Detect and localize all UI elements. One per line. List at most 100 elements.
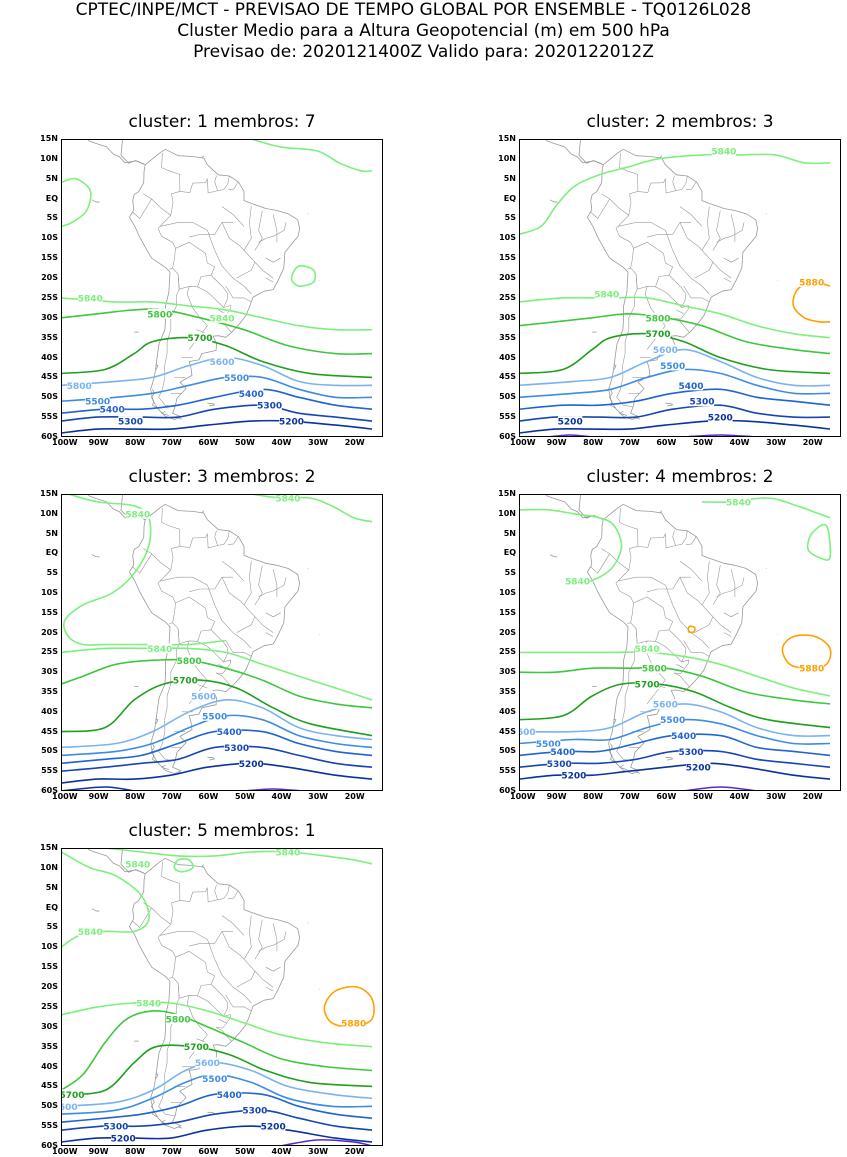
political-border xyxy=(197,629,229,663)
lon-tick-label: 80W xyxy=(125,792,146,801)
political-border xyxy=(169,622,173,625)
contour-label: 5840 xyxy=(136,1000,161,1010)
contour-label-background xyxy=(261,1121,286,1132)
political-border xyxy=(217,175,230,191)
contour-label-background xyxy=(195,1057,220,1068)
contour-line-5200 xyxy=(61,419,373,434)
lat-tick-label: 20S xyxy=(41,627,58,637)
political-border xyxy=(178,576,208,586)
coastline-island xyxy=(91,554,100,558)
lat-tick-label: 45S xyxy=(499,726,516,736)
lon-tick-label: 20W xyxy=(344,1147,365,1156)
panel-title: cluster: 4 membros: 2 xyxy=(586,467,774,487)
lat-tick-label: 55S xyxy=(41,412,58,422)
contour-label-background xyxy=(136,998,161,1008)
political-border xyxy=(178,222,208,231)
lat-tick-label: 10S xyxy=(499,588,516,597)
political-border xyxy=(258,222,287,243)
political-border xyxy=(665,584,710,649)
coastline-south-america xyxy=(587,503,758,774)
lat-tick-label: 60S xyxy=(41,1141,58,1150)
political-border xyxy=(675,175,688,191)
lon-tick-label: 50W xyxy=(692,438,713,447)
political-border xyxy=(161,861,181,901)
contour-line-5840 xyxy=(519,508,623,586)
political-border xyxy=(215,672,232,688)
contour-label-background xyxy=(67,380,92,391)
contour-line-5880 xyxy=(687,625,696,634)
contour-line-5200 xyxy=(519,419,831,434)
lon-tick-label: 60W xyxy=(198,1147,219,1156)
contour-label-background xyxy=(202,710,227,721)
political-border xyxy=(601,193,610,200)
contour-label-background xyxy=(103,1121,129,1132)
contour-line-5200 xyxy=(61,786,135,791)
political-border xyxy=(179,533,208,548)
lon-tick-label: 90W xyxy=(88,792,109,801)
coastline-island xyxy=(619,764,628,770)
contour-line-5840 xyxy=(104,848,373,865)
political-border xyxy=(265,966,281,972)
political-border xyxy=(637,178,666,193)
lon-tick-label: 70W xyxy=(161,438,182,447)
lat-tick-label: 45S xyxy=(41,1081,58,1091)
contour-line-5840 xyxy=(290,264,317,287)
lat-tick-label: 30S xyxy=(41,1021,58,1031)
political-border xyxy=(132,198,152,219)
coastline-island xyxy=(659,510,663,514)
contour-label-background xyxy=(536,738,561,749)
political-border xyxy=(159,222,179,227)
contour-label-background xyxy=(61,1089,85,1100)
contour-label-background xyxy=(558,416,583,427)
contour-label: 5600 xyxy=(191,693,216,703)
lat-tick-label: 15S xyxy=(41,962,58,972)
lon-tick-label: 80W xyxy=(583,438,604,447)
contour-label: 5300 xyxy=(224,744,249,754)
contour-label: 5200 xyxy=(279,418,304,428)
coastline-island xyxy=(207,756,216,761)
political-border xyxy=(683,285,710,303)
lat-tick-label: EQ xyxy=(503,548,516,558)
lon-tick-label: 20W xyxy=(344,438,365,447)
contour-label: 5500 xyxy=(202,712,227,722)
coastline-island xyxy=(665,402,674,407)
contour-label: 5300 xyxy=(257,402,282,412)
contour-label-background xyxy=(209,312,235,323)
contour-label-background xyxy=(184,1041,209,1052)
lat-tick-label: 35S xyxy=(41,332,58,342)
contour-label-background xyxy=(202,1073,227,1084)
political-border xyxy=(272,569,278,597)
political-border xyxy=(151,553,171,571)
political-border xyxy=(179,178,208,193)
coastline-island xyxy=(177,417,182,420)
contour-label: 5500 xyxy=(660,362,685,372)
contour-label: 5400 xyxy=(239,390,264,400)
contour-label-background xyxy=(61,1101,78,1112)
panel-title: cluster: 5 membros: 1 xyxy=(128,821,316,841)
lon-tick-label: 80W xyxy=(125,1147,146,1156)
lon-tick-label: 50W xyxy=(692,792,713,801)
map-frame xyxy=(61,494,383,791)
contour-label-background xyxy=(78,926,103,937)
contour-label-background xyxy=(660,360,685,371)
coastline-south-america xyxy=(129,857,300,1129)
contour-label: 5840 xyxy=(125,510,150,520)
political-border xyxy=(590,553,610,574)
lat-tick-label: 60S xyxy=(41,432,58,441)
contour-label: 5840 xyxy=(275,849,300,859)
political-border xyxy=(701,206,710,251)
contour-label-background xyxy=(660,714,685,725)
contour-line-5840 xyxy=(519,153,831,236)
political-border xyxy=(609,553,629,571)
political-border xyxy=(221,931,274,988)
lon-tick-label: 40W xyxy=(271,1147,292,1156)
lat-tick-label: EQ xyxy=(503,193,516,203)
contour-line-5300 xyxy=(519,749,831,768)
lat-tick-label: 50S xyxy=(41,746,58,756)
contour-label: 5500 xyxy=(224,374,249,384)
contour-label: 5800 xyxy=(147,310,172,320)
contour-label: 5800 xyxy=(177,657,202,667)
political-border xyxy=(723,632,732,637)
coastline-island xyxy=(155,364,159,370)
coastline-island xyxy=(207,402,216,407)
